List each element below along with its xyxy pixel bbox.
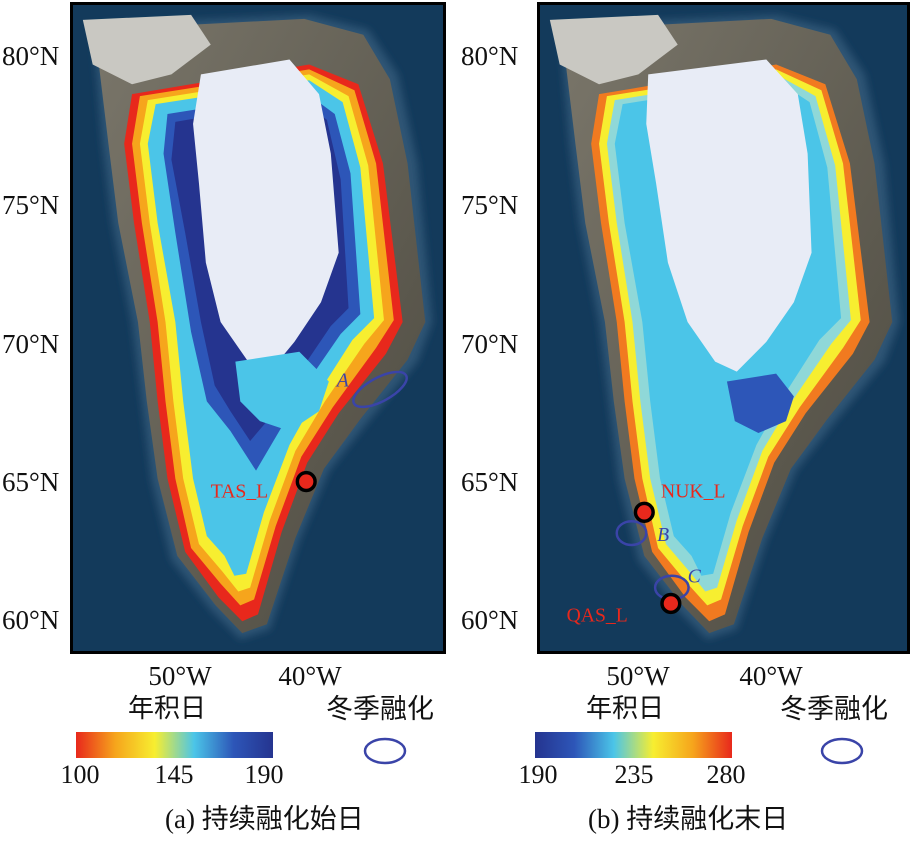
colorbar-tick-min: 190 — [518, 760, 558, 789]
region-a-label: A — [335, 369, 350, 391]
lon-label-40w: 40°W — [278, 661, 342, 691]
legend-title: 年积日 — [128, 694, 207, 723]
colorbar-tick-mid: 145 — [154, 760, 194, 789]
lat-label-60n: 60°N — [461, 605, 519, 635]
panel-a: A TAS_L 80°N 75°N 70°N 65°N 60°N 50°W 40… — [2, 2, 446, 834]
panel-caption: (b) 持续融化末日 — [588, 804, 789, 834]
lon-label-40w: 40°W — [739, 661, 803, 691]
lat-label-75n: 75°N — [2, 190, 60, 220]
lat-label-65n: 65°N — [461, 467, 519, 497]
lat-label-80n: 80°N — [461, 41, 519, 71]
lat-label-80n: 80°N — [2, 41, 60, 71]
lon-label-50w: 50°W — [148, 661, 212, 691]
panel-b: B C NUK_L QAS_L 80°N 75°N 70°N 65°N 60°N… — [458, 0, 915, 841]
map-melt-onset: A TAS_L — [70, 2, 446, 654]
winter-melt-label: 冬季融化 — [780, 694, 888, 724]
region-a-ellipse — [352, 370, 408, 409]
station-qas-l-label: QAS_L — [567, 604, 628, 626]
colorbar-tick-max: 280 — [706, 760, 746, 789]
station-tas-l-label: TAS_L — [211, 480, 268, 502]
region-b-ellipse — [615, 519, 648, 547]
lat-label-65n: 65°N — [2, 467, 60, 497]
winter-melt-ellipse — [820, 737, 864, 765]
legend-title: 年积日 — [586, 694, 665, 723]
lon-label-50w: 50°W — [606, 661, 670, 691]
winter-melt-label: 冬季融化 — [326, 694, 434, 724]
greenland-map-b: B C NUK_L QAS_L — [540, 5, 907, 651]
map-melt-end: B C NUK_L QAS_L — [537, 2, 910, 654]
southern-dome — [726, 373, 794, 434]
station-nuk-l-label: NUK_L — [661, 480, 725, 502]
north-rock — [549, 14, 678, 85]
region-b-label: B — [657, 524, 669, 546]
colorbar-tick-min: 100 — [60, 760, 100, 789]
lat-label-60n: 60°N — [2, 605, 60, 635]
lat-label-70n: 70°N — [461, 329, 519, 359]
greenland-map-a: A TAS_L — [73, 5, 443, 651]
station-tas-l-marker — [295, 470, 317, 493]
north-rock — [82, 14, 211, 85]
station-nuk-l-marker — [633, 501, 655, 523]
lat-label-75n: 75°N — [461, 190, 519, 220]
region-c-label: C — [688, 566, 702, 588]
colorbar-tick-mid: 235 — [614, 760, 654, 789]
station-qas-l-marker — [660, 592, 682, 615]
ice-sheet-interior — [193, 59, 339, 372]
colorbar — [76, 732, 273, 758]
ice-sheet-interior — [646, 59, 812, 372]
panel-caption: (a) 持续融化始日 — [165, 804, 364, 834]
southern-dome — [235, 351, 329, 432]
colorbar-tick-max: 190 — [244, 760, 284, 789]
colorbar — [535, 732, 732, 758]
lat-label-70n: 70°N — [2, 329, 60, 359]
winter-melt-ellipse — [363, 737, 407, 765]
